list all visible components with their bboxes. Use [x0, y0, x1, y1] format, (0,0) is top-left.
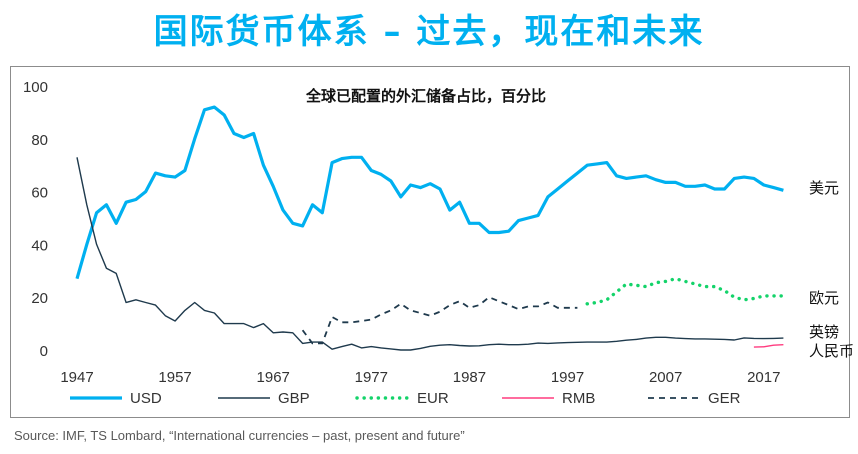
legend: USD GBP EUR RMB GER: [70, 390, 741, 407]
series-line-rmb: [753, 344, 784, 348]
y-tick-label: 40: [31, 237, 48, 254]
end-label-gbp: 英镑: [809, 323, 839, 341]
source-note: Source: IMF, TS Lombard, “International …: [14, 428, 465, 443]
x-tick-label: 1987: [453, 369, 486, 386]
y-tick-label: 80: [31, 132, 48, 149]
legend-label-gbp: GBP: [278, 390, 310, 407]
y-tick-label: 60: [31, 185, 48, 202]
x-tick-label: 1947: [60, 369, 93, 386]
chart-title: 国际货币体系 – 过去，现在和未来: [153, 11, 705, 52]
x-tick-label: 1967: [257, 369, 290, 386]
legend-label-rmb: RMB: [562, 390, 595, 407]
series-layer: [75, 105, 786, 351]
series-line-ger: [301, 296, 578, 345]
chart-frame: [10, 66, 850, 418]
end-label-eur: 欧元: [809, 289, 839, 307]
series-line-gbp: [76, 157, 784, 351]
x-tick-label: 1957: [158, 369, 191, 386]
end-label-rmb: 人民币: [809, 342, 854, 360]
y-tick-label: 0: [40, 343, 48, 360]
chart-subtitle: 全球已配置的外汇储备占比，百分比: [305, 87, 546, 105]
y-axis: 0 20 40 60 80 100: [23, 79, 48, 360]
x-tick-label: 1997: [551, 369, 584, 386]
y-tick-label: 100: [23, 79, 48, 96]
x-tick-label: 1977: [355, 369, 388, 386]
legend-label-eur: EUR: [417, 390, 449, 407]
legend-label-ger: GER: [708, 390, 741, 407]
series-line-eur: [585, 277, 786, 306]
series-line-usd: [75, 105, 784, 280]
x-tick-label: 2017: [747, 369, 780, 386]
x-tick-label: 2007: [649, 369, 682, 386]
x-axis: 1947 1957 1967 1977 1987 1997 2007 2017: [60, 369, 780, 386]
legend-label-usd: USD: [130, 390, 162, 407]
y-tick-label: 20: [31, 290, 48, 307]
end-label-usd: 美元: [809, 179, 839, 197]
